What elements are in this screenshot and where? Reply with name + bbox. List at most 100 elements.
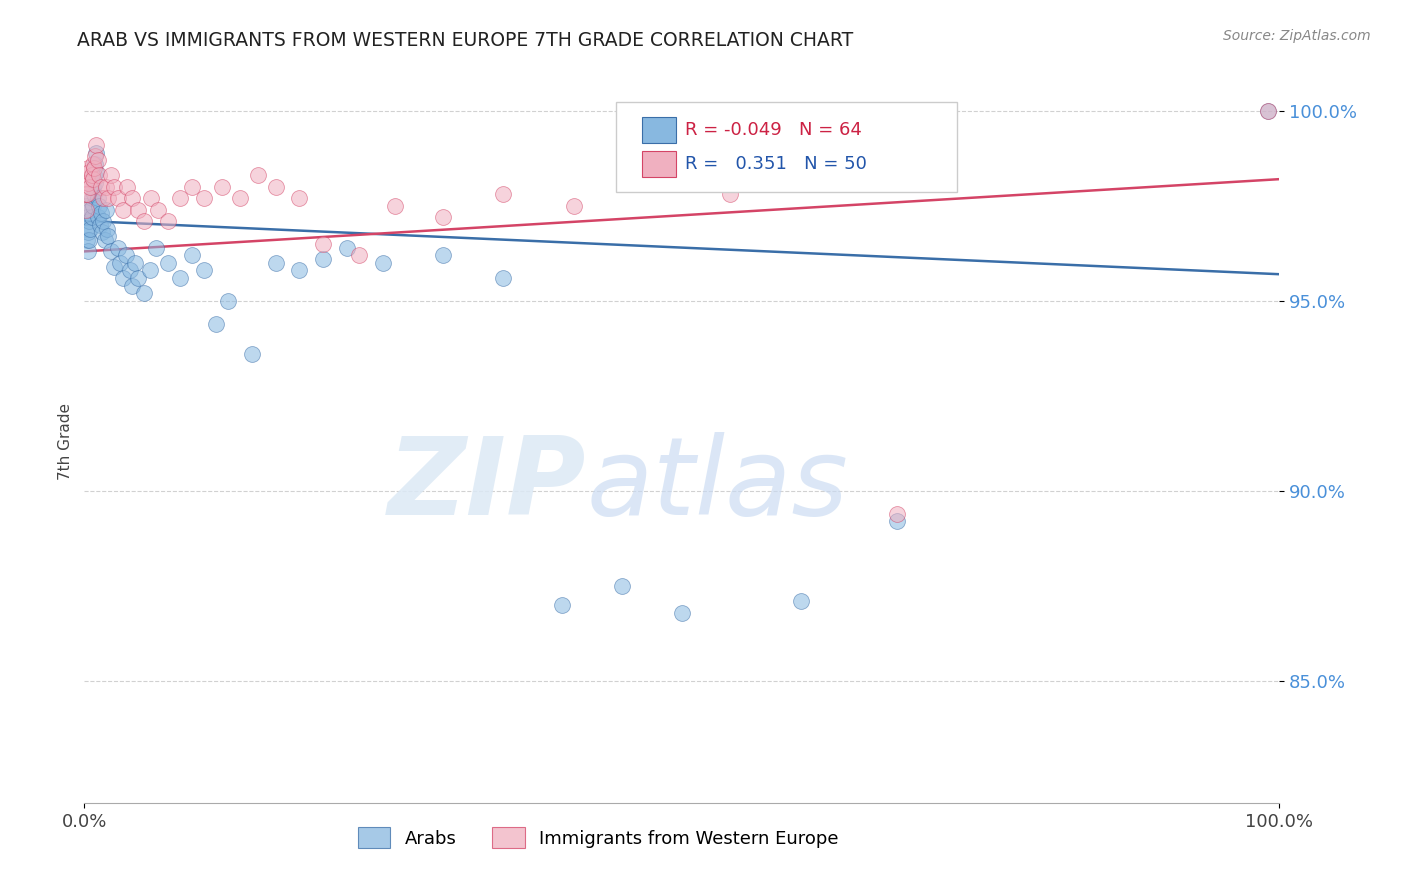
Point [115,248,138,262]
Point [86,210,108,224]
Point [288,263,311,277]
Point [612,579,634,593]
Point [94,179,117,194]
Point [157,256,180,270]
Point [77,164,100,178]
Point [193,191,215,205]
Point [80,191,103,205]
Point [181,248,204,262]
Point [80,169,103,183]
Point [121,191,143,205]
Point [432,248,454,262]
Point [349,248,371,262]
Point [93,233,115,247]
Point [75,221,97,235]
Point [139,263,162,277]
Point [264,179,287,194]
Point [79,221,101,235]
Y-axis label: 7th Grade: 7th Grade [58,403,73,480]
Point [86,164,108,178]
Point [636,176,658,190]
Point [718,187,741,202]
Point [79,179,101,194]
Point [75,202,97,217]
Point [90,206,112,220]
Point [107,191,129,205]
Point [77,233,100,247]
Point [89,218,111,232]
Point [790,594,813,608]
Point [77,161,100,175]
Point [169,191,191,205]
Point [77,244,100,259]
Point [1257,103,1279,118]
Legend: Arabs, Immigrants from Western Europe: Arabs, Immigrants from Western Europe [350,820,846,855]
Point [103,260,125,274]
Point [132,286,156,301]
Point [84,176,107,190]
Point [82,199,104,213]
Point [100,169,122,183]
Point [886,515,908,529]
Point [75,199,97,213]
Point [86,153,108,168]
Point [671,606,693,620]
Point [264,256,287,270]
Point [240,347,263,361]
Point [117,179,139,194]
Bar [643,152,676,178]
Point [93,191,115,205]
Point [111,202,134,217]
Point [82,179,104,194]
Point [91,226,114,240]
Point [110,256,132,270]
Point [84,149,107,163]
Text: R =   0.351   N = 50: R = 0.351 N = 50 [686,155,868,173]
Point [127,271,149,285]
Point [90,179,112,194]
Text: atlas: atlas [586,433,848,537]
Point [83,161,105,175]
Point [181,179,204,194]
Point [84,157,107,171]
Point [246,169,269,183]
Point [1257,103,1279,118]
Point [79,202,101,217]
Point [83,169,105,183]
Text: R = -0.049   N = 64: R = -0.049 N = 64 [686,120,862,138]
Point [124,256,146,270]
Point [97,191,120,205]
Point [157,214,180,228]
Point [492,271,515,285]
Point [211,179,233,194]
Point [229,191,252,205]
Point [169,271,191,285]
Point [94,202,117,217]
Point [82,172,104,186]
Point [121,278,143,293]
Point [141,191,163,205]
Point [86,137,108,152]
Point [205,317,228,331]
Point [76,210,98,224]
Point [148,202,170,217]
Point [886,507,908,521]
Point [312,252,335,266]
Point [82,157,104,171]
Point [564,199,586,213]
Point [118,263,141,277]
Point [76,233,98,247]
Point [75,187,97,202]
Point [103,179,125,194]
Point [77,176,100,190]
Text: Source: ZipAtlas.com: Source: ZipAtlas.com [1223,29,1371,43]
Text: ZIP: ZIP [388,432,586,538]
Point [86,145,108,160]
Point [127,202,149,217]
Point [492,187,515,202]
Point [384,199,406,213]
Point [93,214,115,228]
Point [373,256,395,270]
FancyBboxPatch shape [616,102,957,193]
Point [77,226,100,240]
